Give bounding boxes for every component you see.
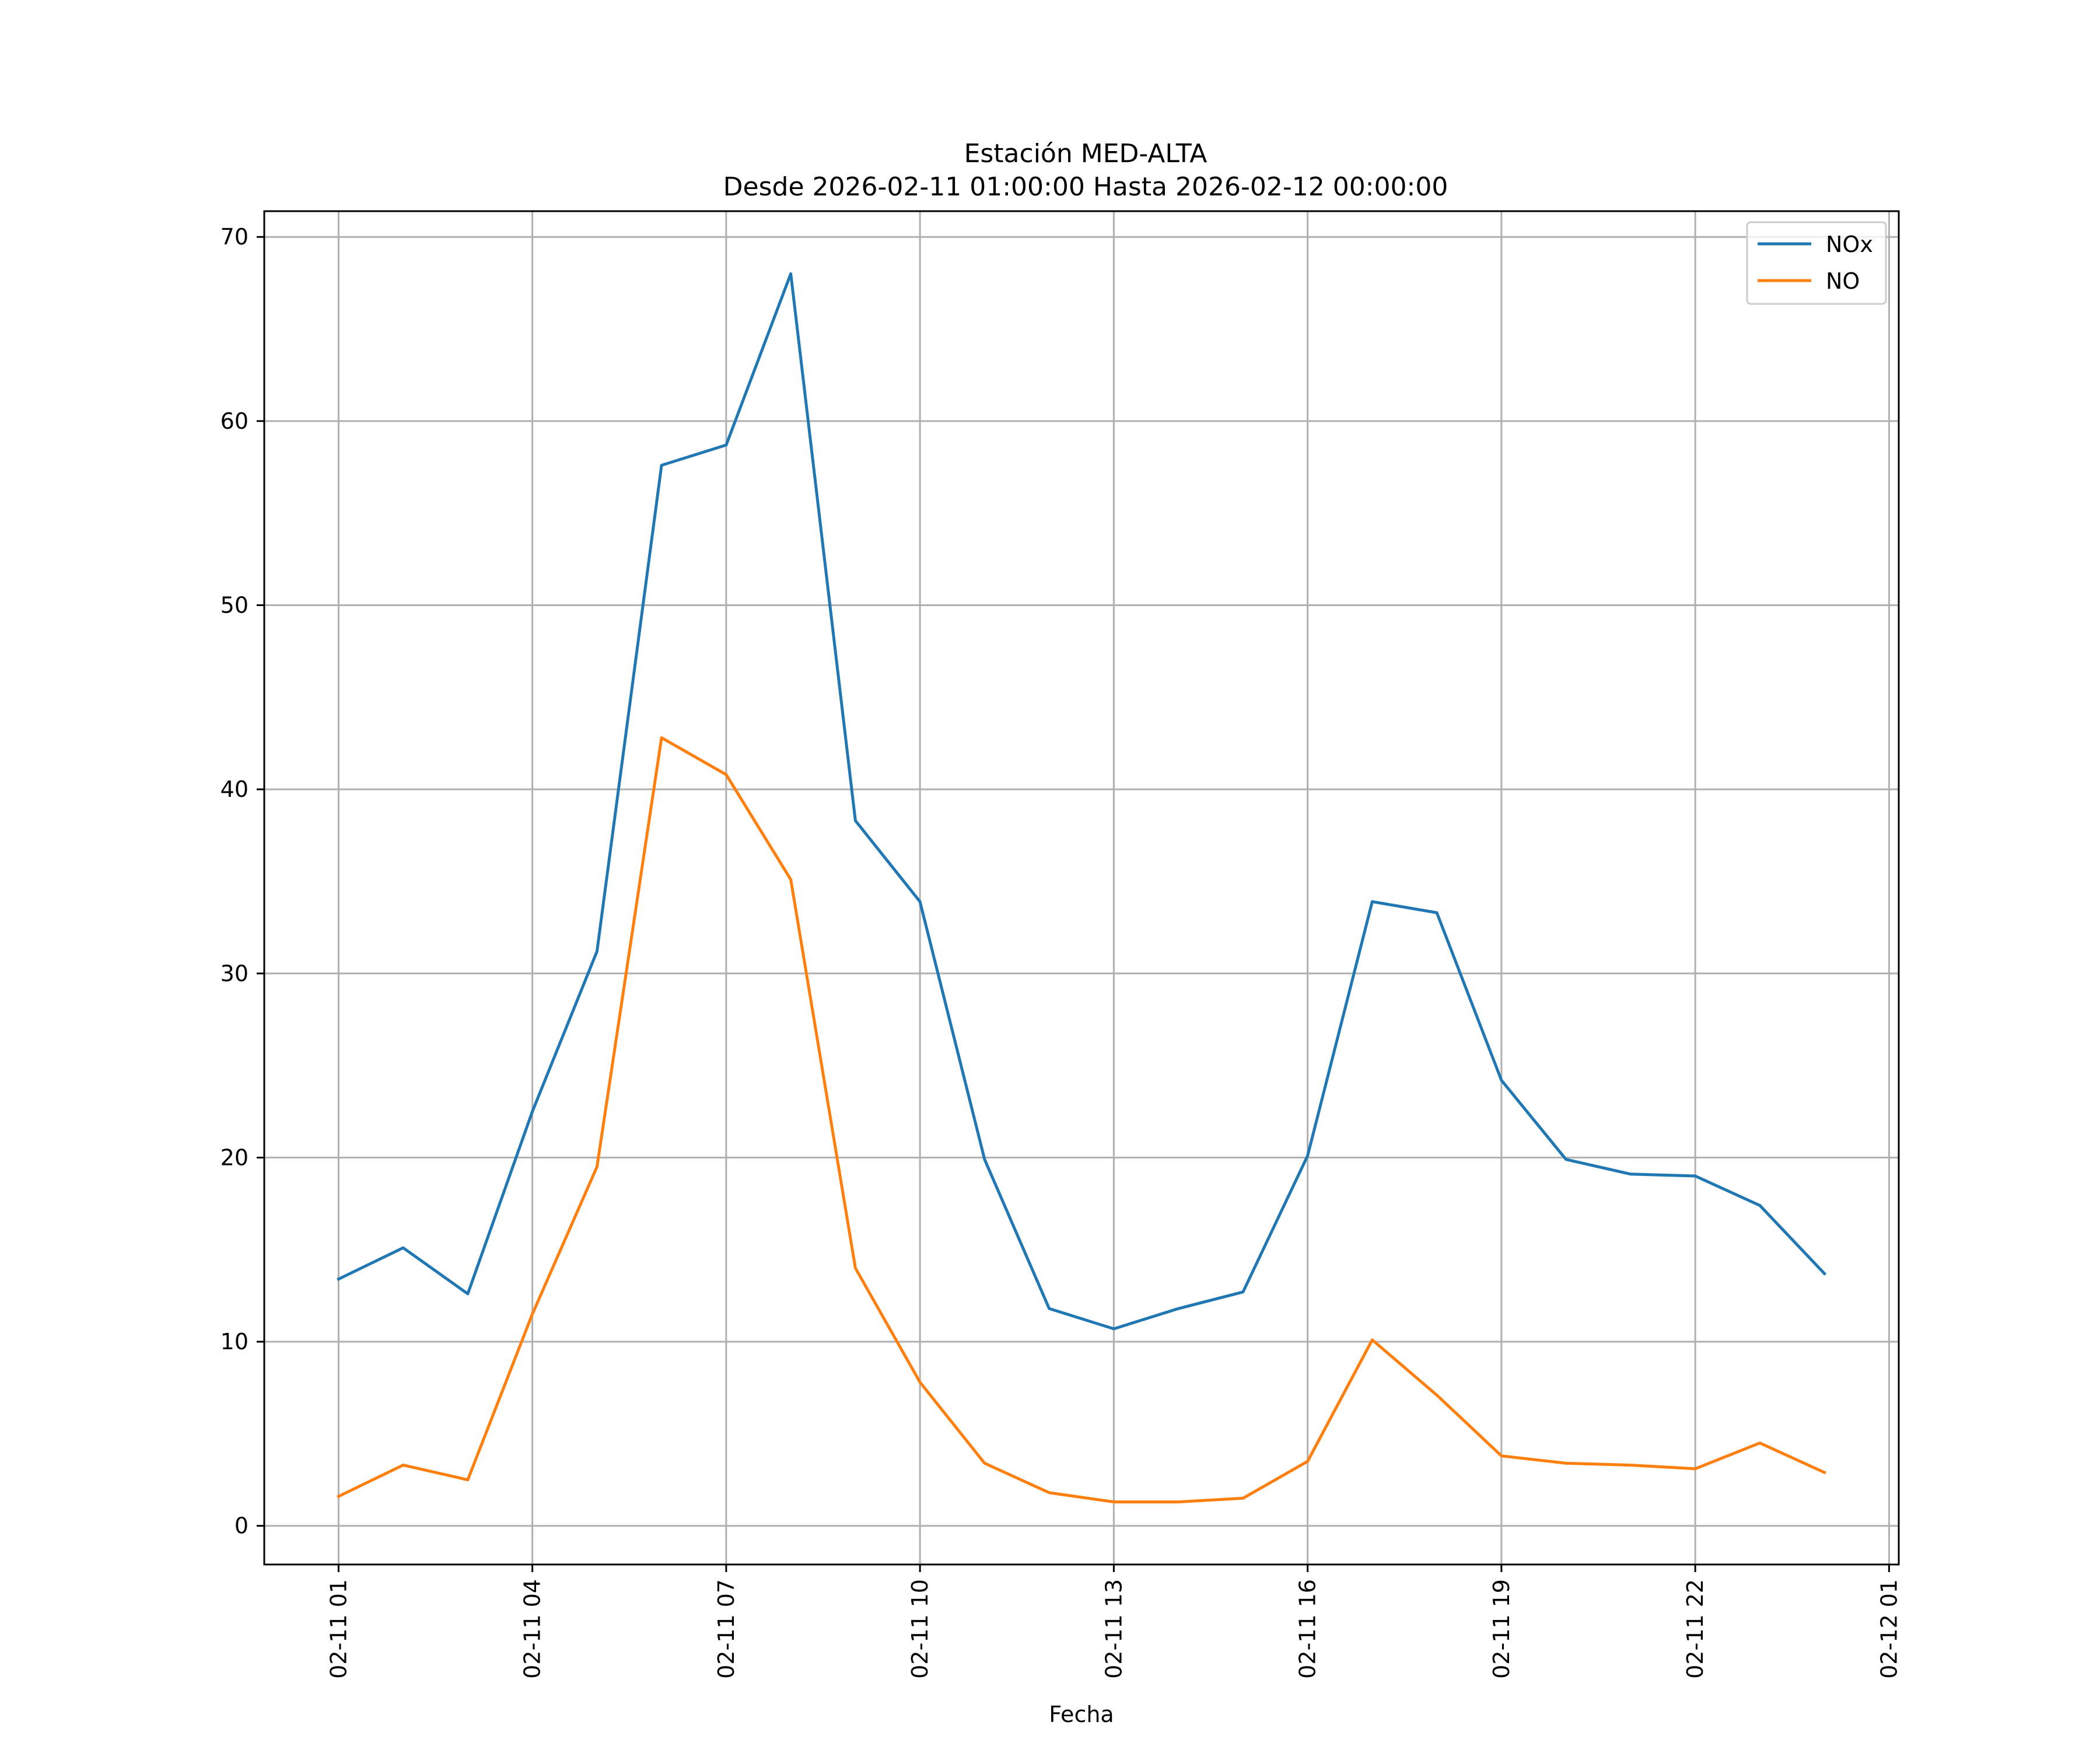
chart-subtitle: Desde 2026-02-11 01:00:00 Hasta 2026-02-… (723, 172, 1448, 202)
y-tick-label: 40 (220, 776, 249, 802)
series-line-nox (337, 272, 1827, 1331)
y-tick-label: 70 (220, 224, 249, 250)
x-tick-label: 02-11 22 (1682, 1579, 1708, 1679)
grid-lines (264, 211, 1899, 1564)
x-tick-label: 02-11 01 (326, 1579, 351, 1679)
y-tick-label: 60 (220, 408, 249, 434)
plot-area (257, 210, 1900, 1572)
series-lines (337, 272, 1827, 1504)
x-tick-label: 02-11 07 (713, 1579, 739, 1679)
x-tick-label: 02-11 10 (907, 1579, 933, 1679)
x-axis-label: Fecha (1049, 1702, 1114, 1727)
chart-title: Estación MED-ALTA (964, 139, 1208, 169)
y-tick-label: 0 (235, 1513, 249, 1539)
y-tick-label: 20 (220, 1144, 249, 1170)
axis-ticks (257, 236, 1890, 1572)
plot-background (264, 211, 1899, 1564)
plot-frame (263, 210, 1900, 1566)
y-tick-label: 10 (220, 1329, 249, 1354)
x-tick-label: 02-11 19 (1489, 1579, 1514, 1679)
legend: NOx NO (1746, 221, 1887, 305)
x-tick-label: 02-11 04 (520, 1579, 545, 1679)
x-tick-label: 02-11 13 (1101, 1579, 1126, 1679)
y-tick-label: 30 (220, 961, 249, 986)
x-tick-label: 02-12 01 (1876, 1579, 1902, 1679)
series-line-no (337, 736, 1826, 1504)
x-tick-label: 02-11 16 (1295, 1579, 1321, 1679)
legend-label-no: NO (1826, 268, 1860, 294)
legend-label-nox: NOx (1826, 232, 1873, 257)
y-tick-label: 50 (220, 592, 249, 618)
